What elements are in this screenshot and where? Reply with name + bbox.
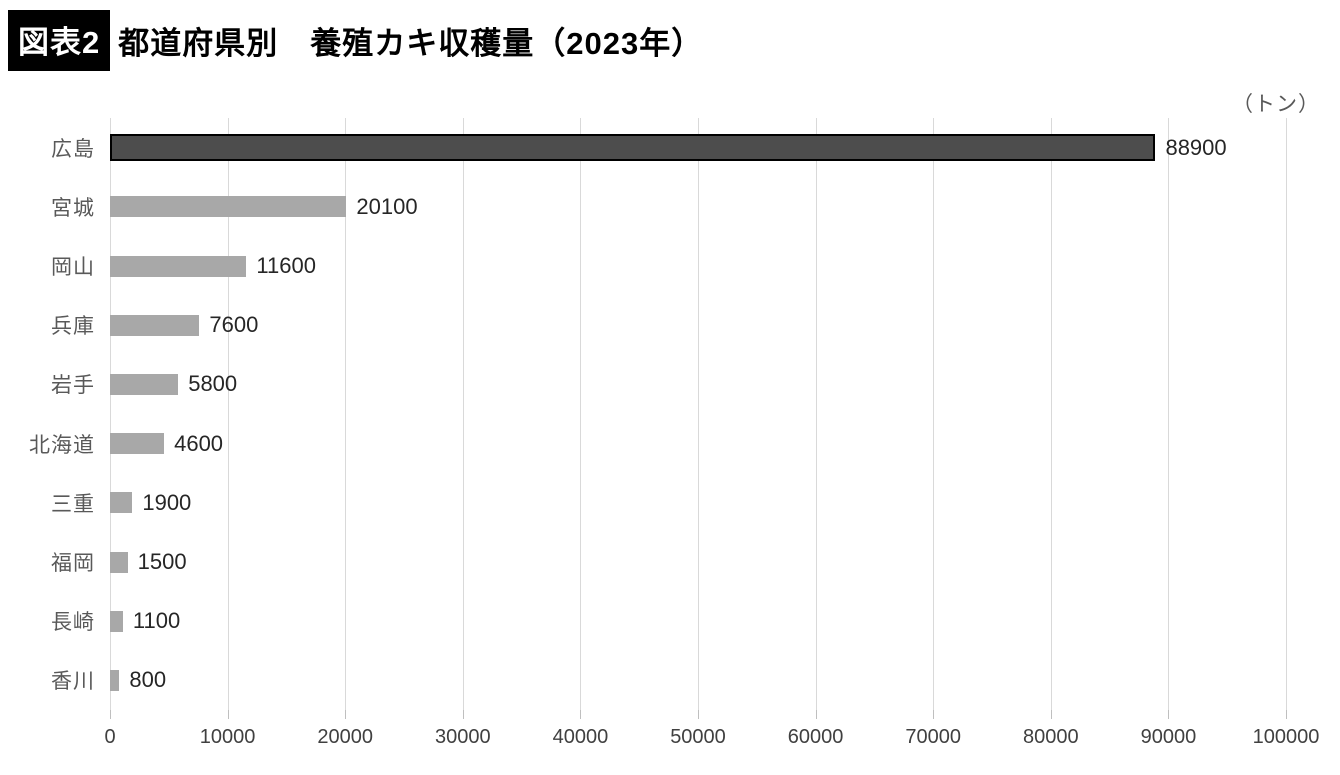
x-axis-tick-label: 40000 [552, 726, 609, 748]
category-label: 広島 [51, 137, 95, 161]
axis-tick [580, 710, 582, 719]
bar-row: 宮城 20100 [51, 177, 1286, 236]
bar [110, 433, 165, 455]
gridline [1168, 118, 1170, 710]
axis-tick [1168, 710, 1170, 719]
bar-row: 香川 800 [51, 651, 1286, 710]
bar-row: 岩手 5800 [51, 355, 1286, 414]
gridline [227, 118, 229, 710]
chart-header: 図表2 都道府県別 養殖カキ収穫量（2023年） [8, 10, 703, 71]
bar-row: 福岡 1500 [51, 532, 1286, 591]
bar [110, 610, 123, 632]
x-axis-tick-label: 90000 [1140, 726, 1197, 748]
page-title: 都道府県別 養殖カキ収穫量（2023年） [118, 26, 704, 61]
category-label: 三重 [51, 492, 95, 516]
bar-row: 岡山 11600 [51, 236, 1286, 295]
bar-row: 長崎 1100 [51, 592, 1286, 651]
gridline [110, 118, 111, 710]
unit-label: （トン） [1232, 93, 1320, 116]
category-label: 岡山 [51, 256, 95, 279]
value-label: 88900 [1165, 134, 1227, 160]
bar [110, 314, 200, 336]
x-axis-tick-label: 50000 [670, 726, 726, 748]
value-label: 1500 [137, 549, 187, 575]
axis-tick [462, 710, 464, 719]
category-label: 北海道 [29, 433, 95, 457]
x-axis-tick-label: 60000 [787, 726, 844, 748]
value-label: 4600 [174, 430, 224, 456]
x-axis-tick-label: 30000 [434, 726, 491, 748]
value-label: 5800 [188, 371, 238, 397]
x-axis-tick-label: 100000 [1252, 726, 1320, 748]
bar-row: 兵庫 7600 [51, 296, 1286, 355]
value-label: 1900 [142, 489, 192, 515]
gridline [345, 118, 347, 710]
category-label: 宮城 [51, 196, 95, 220]
bar [110, 196, 347, 218]
axis-tick [1286, 710, 1287, 719]
bar [110, 373, 179, 395]
axis-tick [110, 710, 111, 719]
axis-tick [815, 710, 817, 719]
axis-tick [227, 710, 229, 719]
bar [110, 551, 128, 573]
x-axis-tick-label: 20000 [317, 726, 373, 748]
axis-tick [933, 710, 935, 719]
gridline [815, 118, 817, 710]
value-label: 7600 [209, 312, 259, 338]
x-axis-tick-label: 80000 [1022, 726, 1079, 748]
axis-tick [345, 710, 347, 719]
x-axis-tick-label: 70000 [905, 726, 961, 748]
category-label: 兵庫 [51, 315, 95, 339]
value-label: 1100 [132, 608, 181, 634]
gridline [698, 118, 699, 710]
bar [110, 255, 247, 277]
bar [110, 492, 133, 514]
x-axis-tick-label: 10000 [199, 726, 256, 748]
bar-rows: 広島 88900 宮城 20100 岡山 11600 兵庫 7600 岩手 5800 北海道 4600… [29, 118, 1286, 710]
x-axis-tick-label: 0 [104, 726, 116, 748]
gridline [1050, 118, 1052, 710]
category-label: 岩手 [51, 374, 95, 398]
bar-chart-plot: 0 10000 20000 30000 40000 50000 60000 70000 8000… [29, 118, 1319, 748]
axis-tick [698, 710, 699, 719]
bar-row: 北海道 4600 [29, 414, 1286, 473]
gridline [1286, 118, 1287, 710]
category-label: 長崎 [51, 611, 95, 635]
bar [110, 669, 120, 691]
gridline [580, 118, 582, 710]
category-label: 香川 [51, 670, 95, 694]
value-label: 20100 [356, 193, 418, 219]
bar-row: 三重 1900 [51, 473, 1286, 532]
value-label: 11600 [256, 253, 316, 278]
value-label: 800 [129, 667, 167, 693]
axis-tick [1050, 710, 1052, 719]
gridline [462, 118, 464, 710]
figure-badge: 図表2 [8, 10, 111, 71]
bar-row: 広島 88900 [51, 118, 1286, 177]
category-label: 福岡 [51, 552, 95, 576]
bar [110, 134, 1156, 162]
gridline [933, 118, 935, 710]
